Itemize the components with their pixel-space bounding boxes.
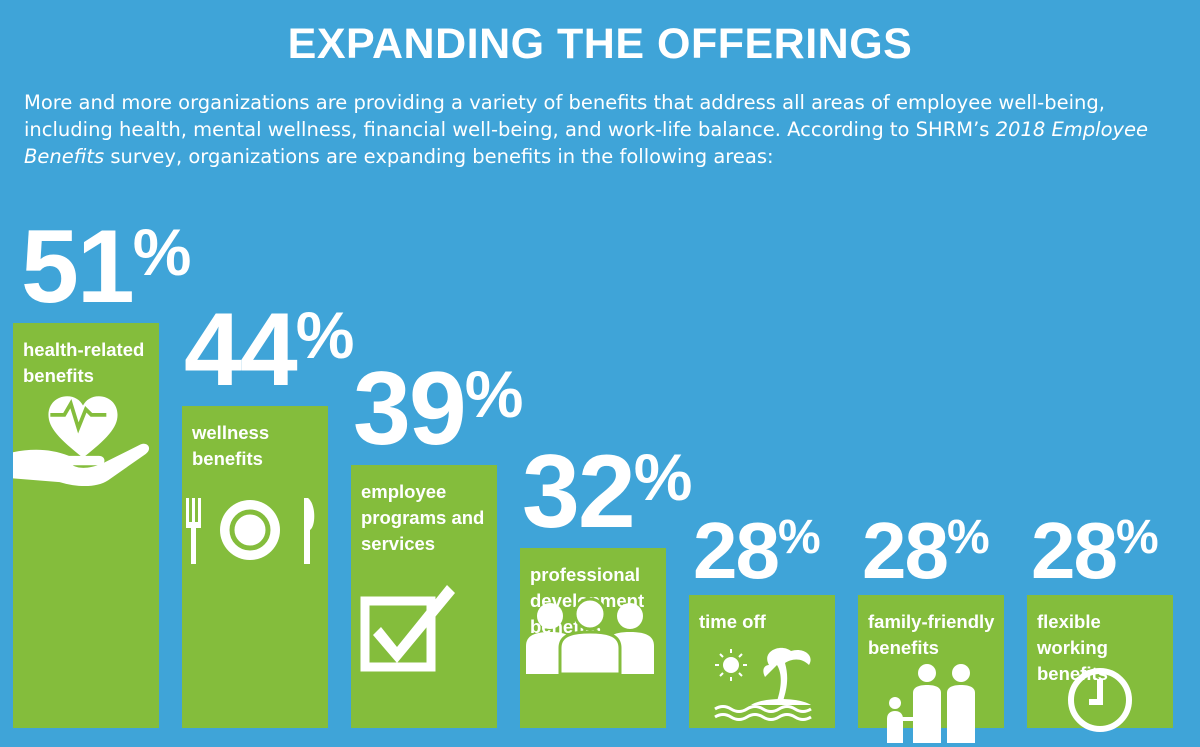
- intro-text-2: survey, organizations are expanding bene…: [104, 145, 774, 168]
- people-icon: [520, 594, 660, 678]
- family-icon: [883, 663, 993, 747]
- percent-sign: %: [132, 215, 192, 289]
- bar-group: time off 28%: [689, 511, 835, 728]
- bar-group: health-related benefits 51%: [13, 215, 191, 728]
- heart-hand-icon: [13, 393, 153, 493]
- value-number: 28: [693, 506, 780, 595]
- value-label: 32%: [522, 440, 692, 544]
- value-label: 28%: [693, 511, 821, 591]
- bar: wellness benefits: [182, 406, 328, 728]
- value-label: 44%: [184, 298, 354, 402]
- value-label: 51%: [21, 215, 191, 319]
- plate-cutlery-icon: [182, 496, 322, 570]
- percent-sign: %: [777, 511, 821, 564]
- bar-group: employee programs and services 39%: [351, 357, 523, 728]
- value-label: 39%: [353, 357, 523, 461]
- bar-group: flexible working benefits 28%: [1027, 511, 1173, 732]
- value-number: 28: [862, 506, 949, 595]
- category-label: flexible working benefits: [1037, 611, 1108, 684]
- checkbox-icon: [351, 583, 461, 677]
- bar-group: family-friendly benefits 28%: [858, 511, 1004, 743]
- value-number: 51: [21, 209, 135, 325]
- bar: professional development benefits: [520, 548, 666, 728]
- percent-sign: %: [946, 511, 990, 564]
- value-number: 32: [522, 434, 636, 550]
- percent-sign: %: [1115, 511, 1159, 564]
- bar: employee programs and services: [351, 465, 497, 728]
- bar: family-friendly benefits: [858, 595, 1004, 743]
- value-number: 39: [353, 351, 467, 467]
- percent-sign: %: [633, 440, 693, 514]
- value-label: 28%: [862, 511, 990, 591]
- category-label: health-related benefits: [23, 339, 145, 386]
- bar: time off: [689, 595, 835, 728]
- category-label: time off: [699, 611, 766, 632]
- category-label: employee programs and services: [361, 481, 485, 554]
- page-title: EXPANDING THE OFFERINGS: [287, 20, 913, 68]
- value-number: 28: [1031, 506, 1118, 595]
- percent-sign: %: [464, 357, 524, 431]
- intro-paragraph: More and more organizations are providin…: [24, 89, 1189, 170]
- benefits-bar-chart: health-related benefits 51% wellness benef…: [13, 215, 1173, 743]
- category-label: wellness benefits: [192, 422, 270, 469]
- bar-group: wellness benefits 44%: [182, 298, 354, 728]
- intro-survey-name: 2018 Employee Benefits: [24, 118, 1149, 168]
- value-label: 28%: [1031, 511, 1159, 591]
- bar: health-related benefits: [13, 323, 159, 728]
- bar: flexible working benefits: [1027, 595, 1173, 732]
- island-icon: [711, 643, 821, 727]
- percent-sign: %: [295, 298, 355, 372]
- intro-text-1: More and more organizations are providin…: [24, 91, 1105, 141]
- category-label: family-friendly benefits: [868, 611, 995, 658]
- value-number: 44: [184, 292, 298, 408]
